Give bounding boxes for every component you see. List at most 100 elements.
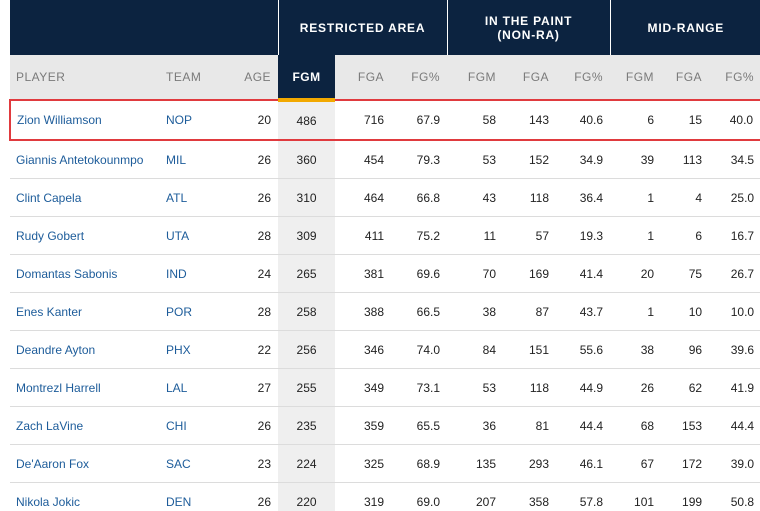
mid-fga-cell: 96 xyxy=(661,330,710,369)
ra-fgp-cell: 69.6 xyxy=(391,254,448,293)
paint-fga-cell: 152 xyxy=(503,140,557,179)
team-abbr-link[interactable]: DEN xyxy=(160,482,226,511)
ra-fgm-cell: 235 xyxy=(278,406,336,445)
paint-fgm-cell: 58 xyxy=(447,99,504,141)
ra-fga-cell: 411 xyxy=(335,216,392,255)
col-header-ra-fga[interactable]: FGA xyxy=(335,55,392,100)
mid-fgp-cell: 10.0 xyxy=(709,292,760,331)
paint-fgm-cell: 53 xyxy=(447,140,504,179)
ra-fga-cell: 346 xyxy=(335,330,392,369)
mid-fgp-cell: 39.6 xyxy=(709,330,760,369)
ra-fgp-cell: 74.0 xyxy=(391,330,448,369)
stats-table-container: RESTRICTED AREA IN THE PAINT (NON-RA) MI… xyxy=(9,0,760,511)
mid-fga-cell: 6 xyxy=(661,216,710,255)
age-cell: 24 xyxy=(226,254,279,293)
player-name-link[interactable]: Zach LaVine xyxy=(10,406,160,445)
mid-fgm-cell: 1 xyxy=(610,178,662,217)
player-name-link[interactable]: Deandre Ayton xyxy=(10,330,160,369)
age-cell: 26 xyxy=(226,482,279,511)
group-header-mid-range: MID-RANGE xyxy=(609,0,760,55)
mid-fgm-cell: 68 xyxy=(610,406,662,445)
age-cell: 28 xyxy=(226,216,279,255)
paint-fga-cell: 118 xyxy=(503,368,557,407)
mid-fgp-cell: 16.7 xyxy=(709,216,760,255)
ra-fgp-cell: 73.1 xyxy=(391,368,448,407)
mid-fgm-cell: 1 xyxy=(610,292,662,331)
ra-fgm-cell: 309 xyxy=(278,216,336,255)
player-name-link[interactable]: De'Aaron Fox xyxy=(10,444,160,483)
player-name-link[interactable]: Montrezl Harrell xyxy=(10,368,160,407)
paint-fgp-cell: 44.4 xyxy=(556,406,611,445)
team-abbr-link[interactable]: LAL xyxy=(160,368,226,407)
paint-fgp-cell: 36.4 xyxy=(556,178,611,217)
team-abbr-link[interactable]: POR xyxy=(160,292,226,331)
player-name-link[interactable]: Clint Capela xyxy=(10,178,160,217)
mid-fgp-cell: 25.0 xyxy=(709,178,760,217)
mid-fgm-cell: 39 xyxy=(610,140,662,179)
col-header-paint-fgm[interactable]: FGM xyxy=(447,55,504,100)
col-header-player[interactable]: PLAYER xyxy=(10,55,160,100)
ra-fgp-cell: 79.3 xyxy=(391,140,448,179)
paint-fga-cell: 169 xyxy=(503,254,557,293)
ra-fga-cell: 381 xyxy=(335,254,392,293)
table-row: Zach LaVine CHI 26 235 359 65.5 36 81 44… xyxy=(10,406,760,445)
ra-fga-cell: 325 xyxy=(335,444,392,483)
paint-fga-cell: 57 xyxy=(503,216,557,255)
paint-fgp-cell: 57.8 xyxy=(556,482,611,511)
mid-fgp-cell: 34.5 xyxy=(709,140,760,179)
col-header-ra-fgm[interactable]: FGM xyxy=(278,55,336,102)
col-header-mid-fgp[interactable]: FG% xyxy=(709,55,760,100)
paint-fgm-cell: 135 xyxy=(447,444,504,483)
col-header-mid-fgm[interactable]: FGM xyxy=(610,55,662,100)
col-header-paint-fgp[interactable]: FG% xyxy=(556,55,611,100)
team-abbr-link[interactable]: CHI xyxy=(160,406,226,445)
team-abbr-link[interactable]: MIL xyxy=(160,140,226,179)
table-row: Clint Capela ATL 26 310 464 66.8 43 118 … xyxy=(10,178,760,217)
ra-fgp-cell: 69.0 xyxy=(391,482,448,511)
player-name-link[interactable]: Nikola Jokic xyxy=(10,482,160,511)
ra-fgm-cell: 224 xyxy=(278,444,336,483)
mid-fgm-cell: 67 xyxy=(610,444,662,483)
age-cell: 22 xyxy=(226,330,279,369)
team-abbr-link[interactable]: IND xyxy=(160,254,226,293)
team-abbr-link[interactable]: UTA xyxy=(160,216,226,255)
mid-fga-cell: 75 xyxy=(661,254,710,293)
ra-fgp-cell: 67.9 xyxy=(391,99,448,141)
col-header-paint-fga[interactable]: FGA xyxy=(503,55,557,100)
team-abbr-link[interactable]: PHX xyxy=(160,330,226,369)
group-header-blank xyxy=(10,0,279,55)
team-abbr-link[interactable]: SAC xyxy=(160,444,226,483)
team-abbr-link[interactable]: NOP xyxy=(160,99,226,141)
player-name-link[interactable]: Zion Williamson xyxy=(9,99,160,141)
ra-fgm-cell: 310 xyxy=(278,178,336,217)
team-abbr-link[interactable]: ATL xyxy=(160,178,226,217)
ra-fgp-cell: 68.9 xyxy=(391,444,448,483)
mid-fgm-cell: 101 xyxy=(610,482,662,511)
mid-fgp-cell: 26.7 xyxy=(709,254,760,293)
table-row: Zion Williamson NOP 20 486 716 67.9 58 1… xyxy=(9,99,760,141)
ra-fgp-cell: 66.8 xyxy=(391,178,448,217)
age-cell: 26 xyxy=(226,140,279,179)
col-header-team[interactable]: TEAM xyxy=(160,55,226,100)
table-row: Deandre Ayton PHX 22 256 346 74.0 84 151… xyxy=(10,330,760,369)
mid-fgp-cell: 50.8 xyxy=(709,482,760,511)
age-cell: 26 xyxy=(226,406,279,445)
mid-fgm-cell: 26 xyxy=(610,368,662,407)
ra-fgm-cell: 486 xyxy=(278,99,336,141)
col-header-ra-fgp[interactable]: FG% xyxy=(391,55,448,100)
mid-fga-cell: 153 xyxy=(661,406,710,445)
ra-fgp-cell: 75.2 xyxy=(391,216,448,255)
mid-fga-cell: 4 xyxy=(661,178,710,217)
table-row: Giannis Antetokounmpo MIL 26 360 454 79.… xyxy=(10,140,760,179)
paint-fgm-cell: 84 xyxy=(447,330,504,369)
col-header-age[interactable]: AGE xyxy=(226,55,279,100)
table-row: Montrezl Harrell LAL 27 255 349 73.1 53 … xyxy=(10,368,760,407)
player-name-link[interactable]: Giannis Antetokounmpo xyxy=(10,140,160,179)
mid-fga-cell: 10 xyxy=(661,292,710,331)
age-cell: 20 xyxy=(226,99,279,141)
player-name-link[interactable]: Domantas Sabonis xyxy=(10,254,160,293)
col-header-mid-fga[interactable]: FGA xyxy=(661,55,710,100)
group-header-row: RESTRICTED AREA IN THE PAINT (NON-RA) MI… xyxy=(10,0,760,55)
player-name-link[interactable]: Rudy Gobert xyxy=(10,216,160,255)
player-name-link[interactable]: Enes Kanter xyxy=(10,292,160,331)
